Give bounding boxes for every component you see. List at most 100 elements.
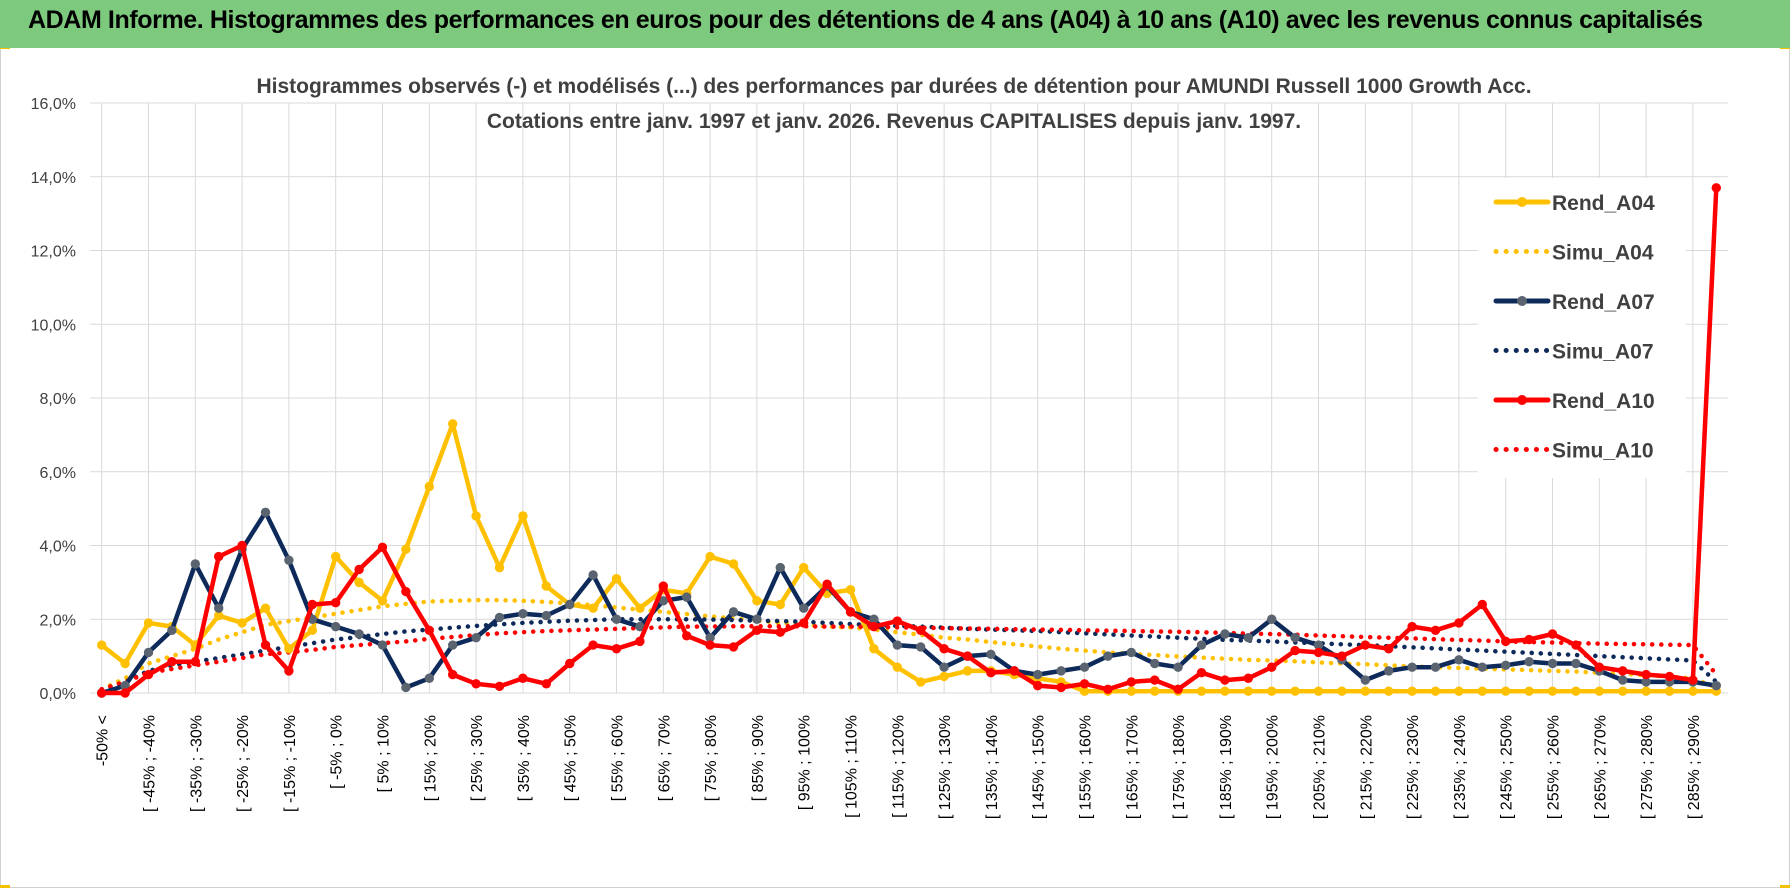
header-banner: ADAM Informe. Histogrammes des performan… bbox=[0, 0, 1790, 48]
point-rend-a07 bbox=[1173, 662, 1183, 672]
point-rend-a07 bbox=[1454, 655, 1464, 665]
point-rend-a10 bbox=[1501, 636, 1511, 647]
corner-mark-br bbox=[1780, 885, 1790, 888]
series-line-rend-a04 bbox=[99, 421, 1719, 694]
point-rend-a10 bbox=[1547, 629, 1558, 639]
point-rend-a07 bbox=[401, 682, 411, 693]
point-rend-a10 bbox=[120, 688, 130, 698]
y-tick-label: 16,0% bbox=[31, 96, 76, 113]
y-tick-label: 12,0% bbox=[31, 244, 76, 261]
legend-marker bbox=[1517, 197, 1527, 207]
point-rend-a07 bbox=[1267, 614, 1277, 624]
point-rend-a07 bbox=[1501, 660, 1511, 671]
x-tick-label: [ 205% ; 210% bbox=[1312, 715, 1329, 819]
point-rend-a07 bbox=[728, 607, 739, 617]
point-rend-a10 bbox=[892, 616, 902, 626]
point-rend-a04 bbox=[752, 596, 762, 606]
point-rend-a07 bbox=[752, 614, 762, 624]
point-rend-a10 bbox=[682, 631, 692, 641]
point-rend-a07 bbox=[448, 640, 458, 650]
x-tick-label: -50% < bbox=[95, 715, 112, 766]
point-rend-a10 bbox=[565, 658, 575, 669]
x-tick-label: [ 285% ; 290% bbox=[1686, 715, 1703, 819]
point-rend-a10 bbox=[1056, 682, 1066, 693]
point-rend-a07 bbox=[190, 559, 201, 569]
point-rend-a04 bbox=[494, 562, 505, 573]
point-rend-a10 bbox=[1220, 675, 1230, 685]
point-rend-a10 bbox=[1477, 599, 1488, 610]
point-rend-a10 bbox=[1313, 647, 1324, 658]
x-tick-label: [ 15% ; 20% bbox=[422, 715, 439, 801]
point-rend-a07 bbox=[682, 592, 692, 602]
point-rend-a10 bbox=[658, 581, 668, 591]
point-rend-a10 bbox=[1454, 618, 1464, 628]
x-tick-label: [ 5% ; 10% bbox=[376, 715, 393, 792]
point-rend-a10 bbox=[1524, 634, 1534, 645]
point-rend-a04 bbox=[775, 599, 785, 610]
x-tick-label: [ 255% ; 260% bbox=[1546, 715, 1563, 819]
x-tick-label: [ 55% ; 60% bbox=[610, 715, 627, 801]
x-tick-label: [ 35% ; 40% bbox=[516, 715, 533, 801]
point-rend-a10 bbox=[307, 599, 317, 610]
point-rend-a10 bbox=[1641, 669, 1651, 680]
point-rend-a07 bbox=[1524, 656, 1534, 667]
x-tick-label: [ 175% ; 180% bbox=[1171, 715, 1188, 819]
legend-marker bbox=[1517, 296, 1527, 306]
point-rend-a04 bbox=[1477, 686, 1488, 696]
point-rend-a10 bbox=[190, 656, 201, 667]
point-rend-a10 bbox=[541, 679, 551, 689]
point-rend-a10 bbox=[448, 669, 458, 680]
x-tick-label: [ 265% ; 270% bbox=[1592, 715, 1609, 819]
point-rend-a04 bbox=[1313, 686, 1324, 696]
x-tick-label: [ 225% ; 230% bbox=[1405, 715, 1422, 819]
legend-box bbox=[1478, 178, 1686, 478]
point-rend-a04 bbox=[424, 481, 434, 492]
point-rend-a10 bbox=[588, 640, 598, 650]
legend-label: Simu_A10 bbox=[1552, 440, 1654, 463]
point-rend-a07 bbox=[331, 621, 341, 632]
point-rend-a07 bbox=[916, 642, 926, 652]
point-rend-a10 bbox=[167, 656, 177, 667]
y-axis-ticks: 0,0% 2,0% 4,0% 6,0% 8,0% 10,0% 12,0% 14,0% 16,0% bbox=[31, 96, 76, 703]
point-rend-a04 bbox=[705, 551, 715, 562]
x-tick-label: [ -25% ; -20% bbox=[235, 715, 252, 812]
point-rend-a04 bbox=[1524, 686, 1534, 696]
point-rend-a04 bbox=[635, 603, 645, 613]
point-rend-a07 bbox=[1430, 662, 1441, 672]
chart-grid bbox=[90, 102, 1728, 694]
legend: Rend_A04 Simu_A04 Rend_A07 Simu_A07 Rend_A10… bbox=[1478, 178, 1686, 478]
point-rend-a07 bbox=[986, 649, 996, 659]
point-rend-a10 bbox=[1594, 662, 1605, 672]
point-rend-a04 bbox=[97, 640, 107, 650]
x-tick-label: [ -35% ; -30% bbox=[188, 715, 205, 812]
series-line-simu-a04 bbox=[99, 597, 1719, 692]
point-rend-a04 bbox=[845, 585, 856, 595]
point-rend-a07 bbox=[1571, 658, 1581, 669]
point-rend-a04 bbox=[1290, 686, 1300, 696]
y-tick-label: 8,0% bbox=[40, 391, 76, 408]
point-rend-a04 bbox=[541, 581, 551, 591]
point-rend-a04 bbox=[611, 573, 622, 584]
point-rend-a04 bbox=[120, 658, 130, 669]
point-rend-a10 bbox=[237, 540, 247, 551]
legend-marker bbox=[1517, 395, 1527, 405]
legend-label: Rend_A10 bbox=[1552, 390, 1655, 413]
point-rend-a07 bbox=[143, 647, 154, 658]
point-rend-a04 bbox=[354, 577, 364, 588]
point-rend-a10 bbox=[1711, 183, 1722, 193]
point-rend-a10 bbox=[611, 644, 622, 654]
point-rend-a07 bbox=[1618, 675, 1628, 685]
point-rend-a07 bbox=[284, 555, 294, 565]
corner-mark-bl bbox=[0, 885, 10, 888]
point-rend-a04 bbox=[1196, 686, 1207, 696]
series-line-simu-a10 bbox=[99, 624, 1719, 692]
point-rend-a07 bbox=[1407, 662, 1417, 672]
point-rend-a04 bbox=[1407, 686, 1417, 696]
point-rend-a07 bbox=[892, 640, 902, 650]
point-rend-a10 bbox=[1196, 668, 1207, 678]
legend-label: Simu_A07 bbox=[1552, 341, 1654, 364]
point-rend-a04 bbox=[1641, 686, 1651, 696]
chart-subtitle: Cotations entre janv. 1997 et janv. 2026… bbox=[487, 110, 1301, 133]
point-rend-a07 bbox=[1150, 658, 1160, 669]
point-rend-a10 bbox=[962, 651, 973, 661]
